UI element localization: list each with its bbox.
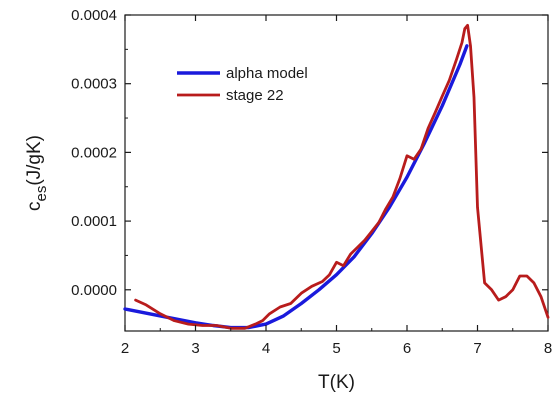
y-tick-label: 0.0001 [71,213,117,230]
series-line-alpha-model [123,44,469,330]
x-tick-label: 2 [121,340,129,357]
legend-label-alpha-model: alpha model [226,65,308,82]
y-axis-title-base: c [24,202,45,212]
y-tick-label: 0.0002 [71,144,117,161]
series-line-stage-22 [134,23,550,330]
x-tick-label: 4 [262,340,270,357]
axes-layer: 2 3 4 5 6 7 8 0.0000 0.0001 0.0002 0.0003 0.0004 [71,7,552,357]
x-tick-label: 6 [403,340,411,357]
y-tick-label: 0.0003 [71,76,117,93]
y-axis-title-subscript: es [33,186,50,202]
y-tick-label: 0.0000 [71,282,117,299]
x-tick-label: 5 [332,340,340,357]
legend: alpha model stage 22 [177,65,308,104]
y-axis-title: ces(J/gK) [24,135,50,211]
series-layer [123,23,550,330]
x-tick-label: 8 [544,340,552,357]
legend-label-stage-22: stage 22 [226,87,284,104]
x-axis-title: T(K) [318,372,355,393]
y-axis-title-unit: (J/gK) [24,135,45,186]
x-tick-label: 3 [191,340,199,357]
y-tick-label: 0.0004 [71,7,117,24]
x-tick-label: 7 [473,340,481,357]
